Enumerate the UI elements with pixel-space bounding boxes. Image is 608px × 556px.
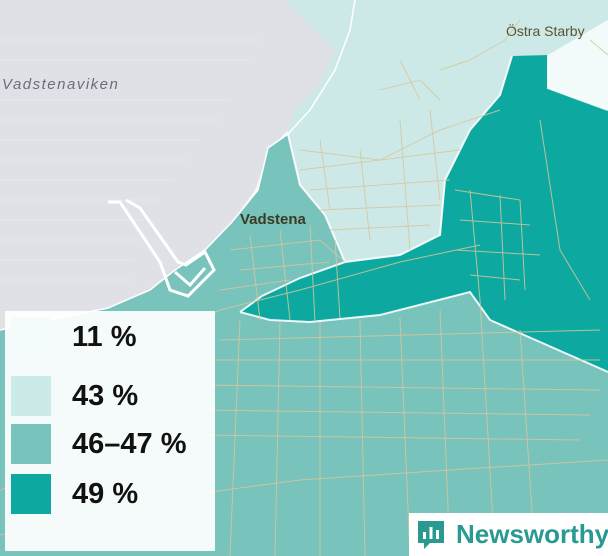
legend-swatch	[11, 424, 51, 464]
bay-label: Vadstenaviken	[2, 76, 120, 93]
region-43[interactable]	[285, 0, 608, 262]
brand-name: Newsworthy	[456, 519, 608, 549]
region-49[interactable]	[240, 55, 608, 372]
newsworthy-bar-chart-icon	[416, 519, 446, 556]
legend-swatch	[11, 474, 51, 514]
legend-label: 11 %	[72, 321, 137, 353]
legend-label: 46–47 %	[72, 428, 187, 460]
map-legend: 11 % 43 % 46–47 % 49 %	[5, 311, 215, 551]
legend-swatch	[11, 376, 51, 416]
legend-label: 49 %	[72, 478, 139, 510]
region-borders	[239, 55, 608, 373]
legend-label: 43 %	[72, 380, 139, 412]
town-label: Vadstena	[240, 211, 306, 228]
shoreline	[0, 0, 356, 331]
legend-swatch	[11, 317, 51, 357]
lake-texture	[0, 39, 260, 281]
newsworthy-branding: Newsworthy	[409, 513, 608, 556]
village-label: Östra Starby	[506, 23, 585, 39]
harbour-pier	[108, 198, 216, 298]
